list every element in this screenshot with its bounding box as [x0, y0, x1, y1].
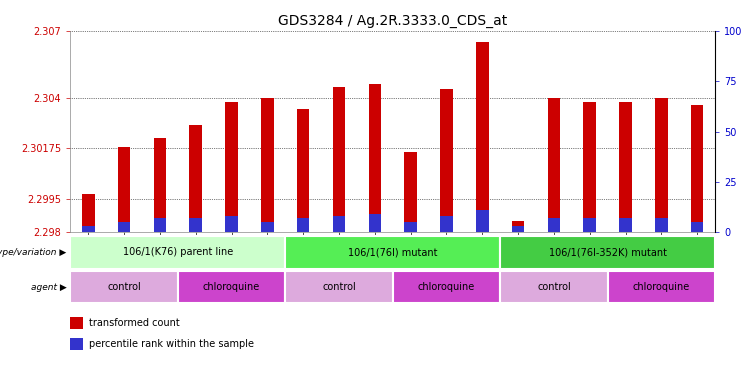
Bar: [691, 104, 703, 232]
Text: chloroquine: chloroquine: [418, 282, 475, 292]
Bar: [368, 84, 381, 232]
Bar: [512, 226, 525, 232]
Text: control: control: [107, 282, 141, 292]
Text: 106/1(76I) mutant: 106/1(76I) mutant: [348, 247, 437, 258]
Bar: [619, 218, 632, 232]
Bar: [261, 222, 273, 232]
Bar: [655, 218, 668, 232]
Text: transformed count: transformed count: [89, 318, 179, 328]
Bar: [440, 216, 453, 232]
Bar: [619, 103, 632, 232]
Bar: [333, 87, 345, 232]
Bar: [261, 98, 273, 232]
Bar: [333, 216, 345, 232]
Bar: [190, 218, 202, 232]
Bar: [225, 216, 238, 232]
Text: percentile rank within the sample: percentile rank within the sample: [89, 339, 254, 349]
Text: chloroquine: chloroquine: [633, 282, 690, 292]
Title: GDS3284 / Ag.2R.3333.0_CDS_at: GDS3284 / Ag.2R.3333.0_CDS_at: [278, 14, 508, 28]
Bar: [190, 125, 202, 232]
Bar: [405, 222, 417, 232]
Bar: [583, 103, 596, 232]
Bar: [548, 98, 560, 232]
Bar: [691, 222, 703, 232]
Bar: [82, 226, 95, 232]
Bar: [476, 210, 488, 232]
Bar: [153, 218, 166, 232]
Bar: [548, 218, 560, 232]
Text: agent ▶: agent ▶: [31, 283, 67, 291]
Bar: [118, 222, 130, 232]
Text: 106/1(K76) parent line: 106/1(K76) parent line: [123, 247, 233, 258]
Bar: [512, 221, 525, 232]
Bar: [82, 194, 95, 232]
Text: control: control: [537, 282, 571, 292]
Text: 106/1(76I-352K) mutant: 106/1(76I-352K) mutant: [548, 247, 667, 258]
Bar: [118, 147, 130, 232]
Bar: [153, 138, 166, 232]
Bar: [368, 214, 381, 232]
Bar: [655, 98, 668, 232]
Text: chloroquine: chloroquine: [203, 282, 260, 292]
Bar: [70, 338, 83, 350]
Text: genotype/variation ▶: genotype/variation ▶: [0, 248, 67, 257]
Bar: [225, 103, 238, 232]
Bar: [297, 218, 310, 232]
Bar: [440, 89, 453, 232]
Bar: [70, 316, 83, 329]
Bar: [583, 218, 596, 232]
Bar: [297, 109, 310, 232]
Text: control: control: [322, 282, 356, 292]
Bar: [405, 152, 417, 232]
Bar: [476, 42, 488, 232]
